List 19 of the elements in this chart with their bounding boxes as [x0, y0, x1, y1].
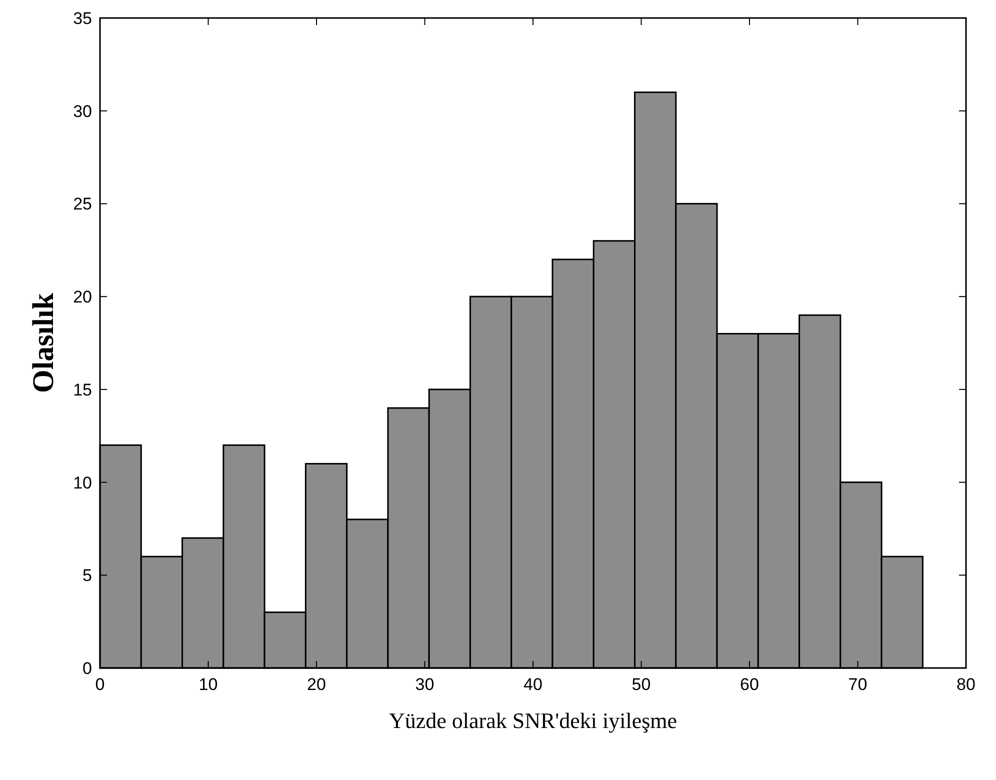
y-tick-label: 20: [73, 288, 92, 307]
x-tick-label: 0: [95, 675, 105, 694]
x-tick-label: 70: [848, 675, 868, 694]
y-tick-label: 10: [73, 473, 92, 492]
x-tick-label: 10: [198, 675, 218, 694]
y-tick-label: 35: [73, 9, 92, 28]
y-tick-label: 5: [82, 566, 92, 586]
y-tick-label: 25: [73, 194, 92, 214]
x-tick-label: 40: [524, 675, 542, 694]
x-tick-label: 60: [740, 675, 759, 694]
x-tick-label: 80: [956, 675, 976, 694]
y-tick-label: 0: [82, 659, 92, 678]
x-tick-label: 20: [307, 675, 326, 694]
y-axis-title: Olasılık: [27, 292, 60, 394]
y-tick-label: 15: [73, 380, 92, 400]
x-tick-label: 30: [415, 675, 434, 694]
y-tick-label: 30: [73, 102, 92, 121]
x-axis-title: Yüzde olarak SNR'deki iyileşme: [388, 708, 678, 733]
x-tick-label: 50: [632, 675, 651, 694]
